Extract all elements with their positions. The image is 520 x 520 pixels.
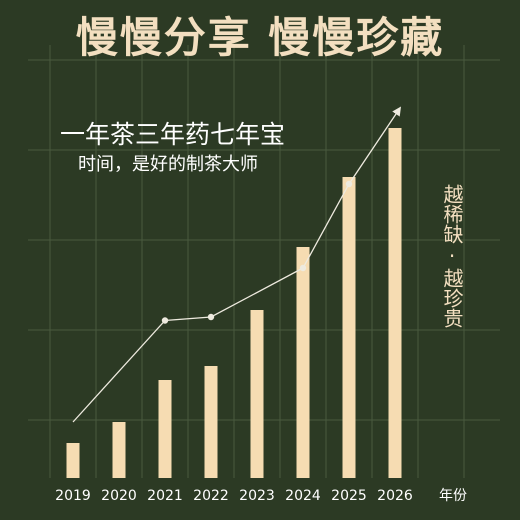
bar-2026 <box>388 128 402 478</box>
trend-point-2025 <box>345 180 353 188</box>
x-tick-2021: 2021 <box>147 488 183 504</box>
grid-lines <box>28 45 500 478</box>
x-tick-2026: 2026 <box>377 488 413 504</box>
bar-series <box>66 128 402 478</box>
subtitle: 时间，是好的制茶大师 <box>78 154 258 175</box>
x-axis-label: 年份 <box>439 488 467 504</box>
trend-point-2022 <box>207 313 215 321</box>
x-tick-2025: 2025 <box>331 488 367 504</box>
bar-2024 <box>296 247 310 478</box>
bar-2023 <box>250 310 264 478</box>
page-title: 慢慢分享 慢慢珍藏 <box>75 13 445 62</box>
bar-2020 <box>112 422 126 478</box>
x-tick-2024: 2024 <box>285 488 321 504</box>
trend-point-2021 <box>161 317 169 324</box>
x-tick-2020: 2020 <box>101 488 137 504</box>
x-axis-ticks: 2019 2020 2021 2022 2023 2024 2025 2026 <box>55 488 413 504</box>
tagline: 一年茶三年药七年宝 <box>60 120 286 149</box>
x-tick-2022: 2022 <box>193 488 229 504</box>
bar-2022 <box>204 366 218 478</box>
bar-2019 <box>66 443 80 478</box>
trend-line <box>72 106 402 423</box>
bar-2025 <box>342 177 356 478</box>
x-tick-2019: 2019 <box>55 488 91 504</box>
x-tick-2023: 2023 <box>239 488 275 504</box>
trend-path <box>72 106 402 423</box>
bar-2021 <box>158 380 172 478</box>
side-slogan: 越稀缺·越珍贵 <box>440 184 464 328</box>
trend-point-2024 <box>299 264 307 272</box>
